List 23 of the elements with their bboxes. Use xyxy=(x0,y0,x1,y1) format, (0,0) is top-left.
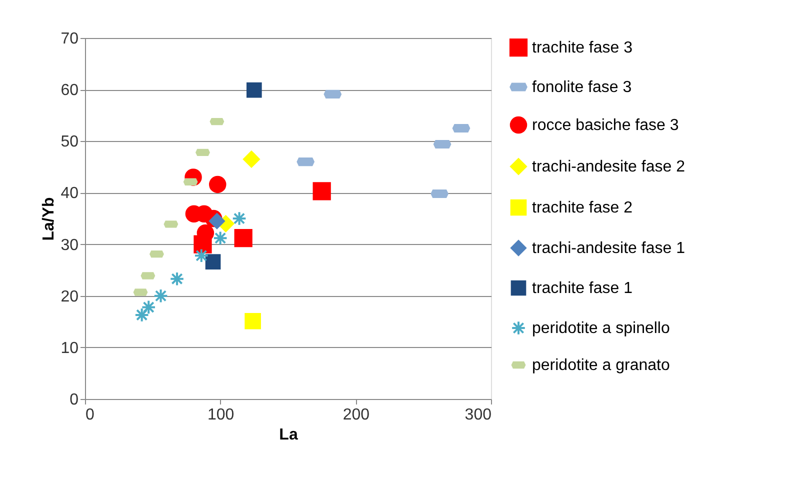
y-tick-label: 0 xyxy=(70,392,79,408)
legend-label: trachite fase 3 xyxy=(532,40,633,56)
legend-label: trachi-andesite fase 1 xyxy=(532,240,686,257)
legend-label: rocce basiche fase 3 xyxy=(532,117,679,134)
legend-label: peridotite a granato xyxy=(532,357,670,374)
x-tick-label: 0 xyxy=(86,406,94,424)
y-axis-title: La/Yb xyxy=(40,196,58,241)
legend-label: trachite fase 2 xyxy=(532,200,633,216)
y-tick-label: 70 xyxy=(60,30,79,48)
x-tick-label: 300 xyxy=(464,406,492,424)
legend-label: trachi-andesite fase 2 xyxy=(532,158,686,176)
y-tick-label: 40 xyxy=(60,185,79,202)
y-tick-label: 50 xyxy=(60,134,79,151)
x-axis-title: La xyxy=(279,426,298,444)
legend-label: peridotite a spinello xyxy=(532,320,670,337)
legend-label: trachite fase 1 xyxy=(532,280,633,297)
legend-label: fonolite fase 3 xyxy=(532,79,632,96)
y-tick-label: 60 xyxy=(60,82,79,100)
x-tick-label: 200 xyxy=(342,406,370,424)
y-tick-label: 30 xyxy=(60,236,79,254)
y-tick-label: 10 xyxy=(60,340,79,357)
y-tick-label: 20 xyxy=(60,288,79,306)
x-tick-label: 100 xyxy=(207,406,234,424)
